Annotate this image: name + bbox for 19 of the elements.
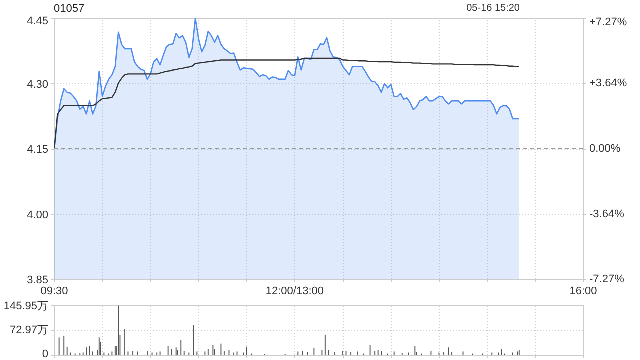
y-tick-label: 4.00 <box>27 209 49 222</box>
y-tick-label: 4.45 <box>27 16 49 28</box>
chart-title: 01057 <box>54 3 85 15</box>
x-tick-label: 09:30 <box>40 286 68 298</box>
y-tick-label: 72.97万 <box>10 324 49 336</box>
y-tick-label: 4.30 <box>27 78 49 91</box>
y2-tick-label: -3.64% <box>590 208 625 220</box>
line-series <box>54 58 520 150</box>
y2-tick-label: -7.27% <box>590 274 625 286</box>
y-tick-label: 3.85 <box>27 274 49 286</box>
y-tick-label: 0 <box>42 348 49 360</box>
text: 05-16 15:20 <box>466 2 520 16</box>
y-tick-label: 145.95万 <box>4 300 49 312</box>
y2-tick-label: +3.64% <box>590 78 628 90</box>
y2-tick-label: +7.27% <box>590 16 628 28</box>
x-tick-label: 16:00 <box>570 286 598 298</box>
y-tick-label: 4.15 <box>27 144 49 156</box>
y2-tick-label: 0.00% <box>590 143 621 155</box>
x-tick-label: 12:00/13:00 <box>266 286 324 298</box>
